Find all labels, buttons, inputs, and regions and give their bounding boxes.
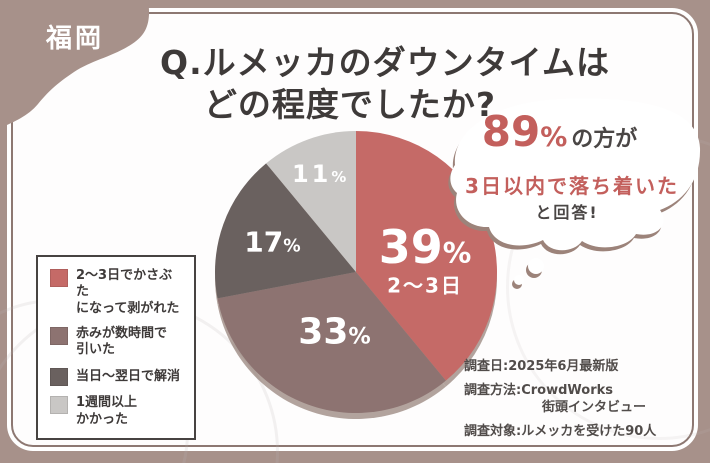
pie-label-33pct: 33%	[298, 311, 371, 353]
pie-label-11pct: 11%	[291, 159, 350, 188]
survey-date: 調査日:2025年6月最新版	[464, 359, 619, 374]
legend-label: 当日〜翌日で解消	[76, 368, 181, 384]
survey-subjects: 調査対象:ルメッカを受けた90人	[464, 424, 657, 439]
survey-method-line1: 調査方法:CrowdWorks	[464, 383, 613, 398]
pie-label-39pct: 39%	[378, 220, 472, 275]
legend-item: 1週間以上 かかった	[50, 395, 184, 428]
survey-method: 調査方法:CrowdWorks 街頭インタビュー	[464, 382, 656, 416]
bubble-closing: と回答!	[535, 203, 599, 222]
bubble-shape	[450, 98, 701, 251]
survey-method-line2: 街頭インタビュー	[542, 400, 647, 415]
survey-info: 調査日:2025年6月最新版 調査方法:CrowdWorks 街頭インタビュー …	[464, 358, 656, 447]
pie-slice-17pct	[215, 163, 356, 299]
page-title-line2: どの程度でしたか?	[203, 85, 497, 124]
bubble-stat-value: 89	[481, 107, 541, 156]
legend-swatch-lightgray	[50, 396, 68, 415]
page-title-line1: Q.ルメッカのダウンタイムは	[160, 43, 610, 82]
prefecture-badge: 福岡	[46, 24, 105, 54]
legend-swatch-darkgray	[50, 368, 68, 387]
pie-slice-11pct	[266, 131, 356, 272]
legend-label: 1週間以上 かかった	[76, 395, 138, 427]
bubble-highlight: 3日以内で落ち着いた	[465, 174, 679, 198]
bubble-stat-line: 89% の方が	[427, 107, 692, 156]
bubble-stat-unit: %	[540, 122, 568, 153]
legend-label: 赤みが数時間で 引いた	[76, 325, 168, 357]
legend-item: 赤みが数時間で 引いた	[50, 326, 184, 359]
legend-label: 2〜3日でかさぶた になって剥がれた	[76, 268, 180, 316]
legend-swatch-mauve	[50, 326, 68, 345]
pie-sublabel: 2〜3日	[387, 273, 463, 298]
legend-item: 当日〜翌日で解消	[50, 367, 184, 387]
legend-swatch-red	[50, 269, 68, 287]
pie-slice-33pct	[217, 272, 446, 413]
pie-label-17pct: 17%	[244, 225, 301, 259]
bubble-tail-dot-small	[514, 275, 524, 285]
bubble-tail-dot-large	[528, 258, 544, 274]
bubble-stat-suffix: の方が	[571, 127, 638, 152]
legend-item: 2〜3日でかさぶた になって剥がれた	[50, 268, 184, 317]
thought-bubble	[450, 98, 701, 285]
chart-legend: 2〜3日でかさぶた になって剥がれた 赤みが数時間で 引いた 当日〜翌日で解消 …	[36, 255, 196, 440]
corner-wave	[0, 0, 150, 128]
